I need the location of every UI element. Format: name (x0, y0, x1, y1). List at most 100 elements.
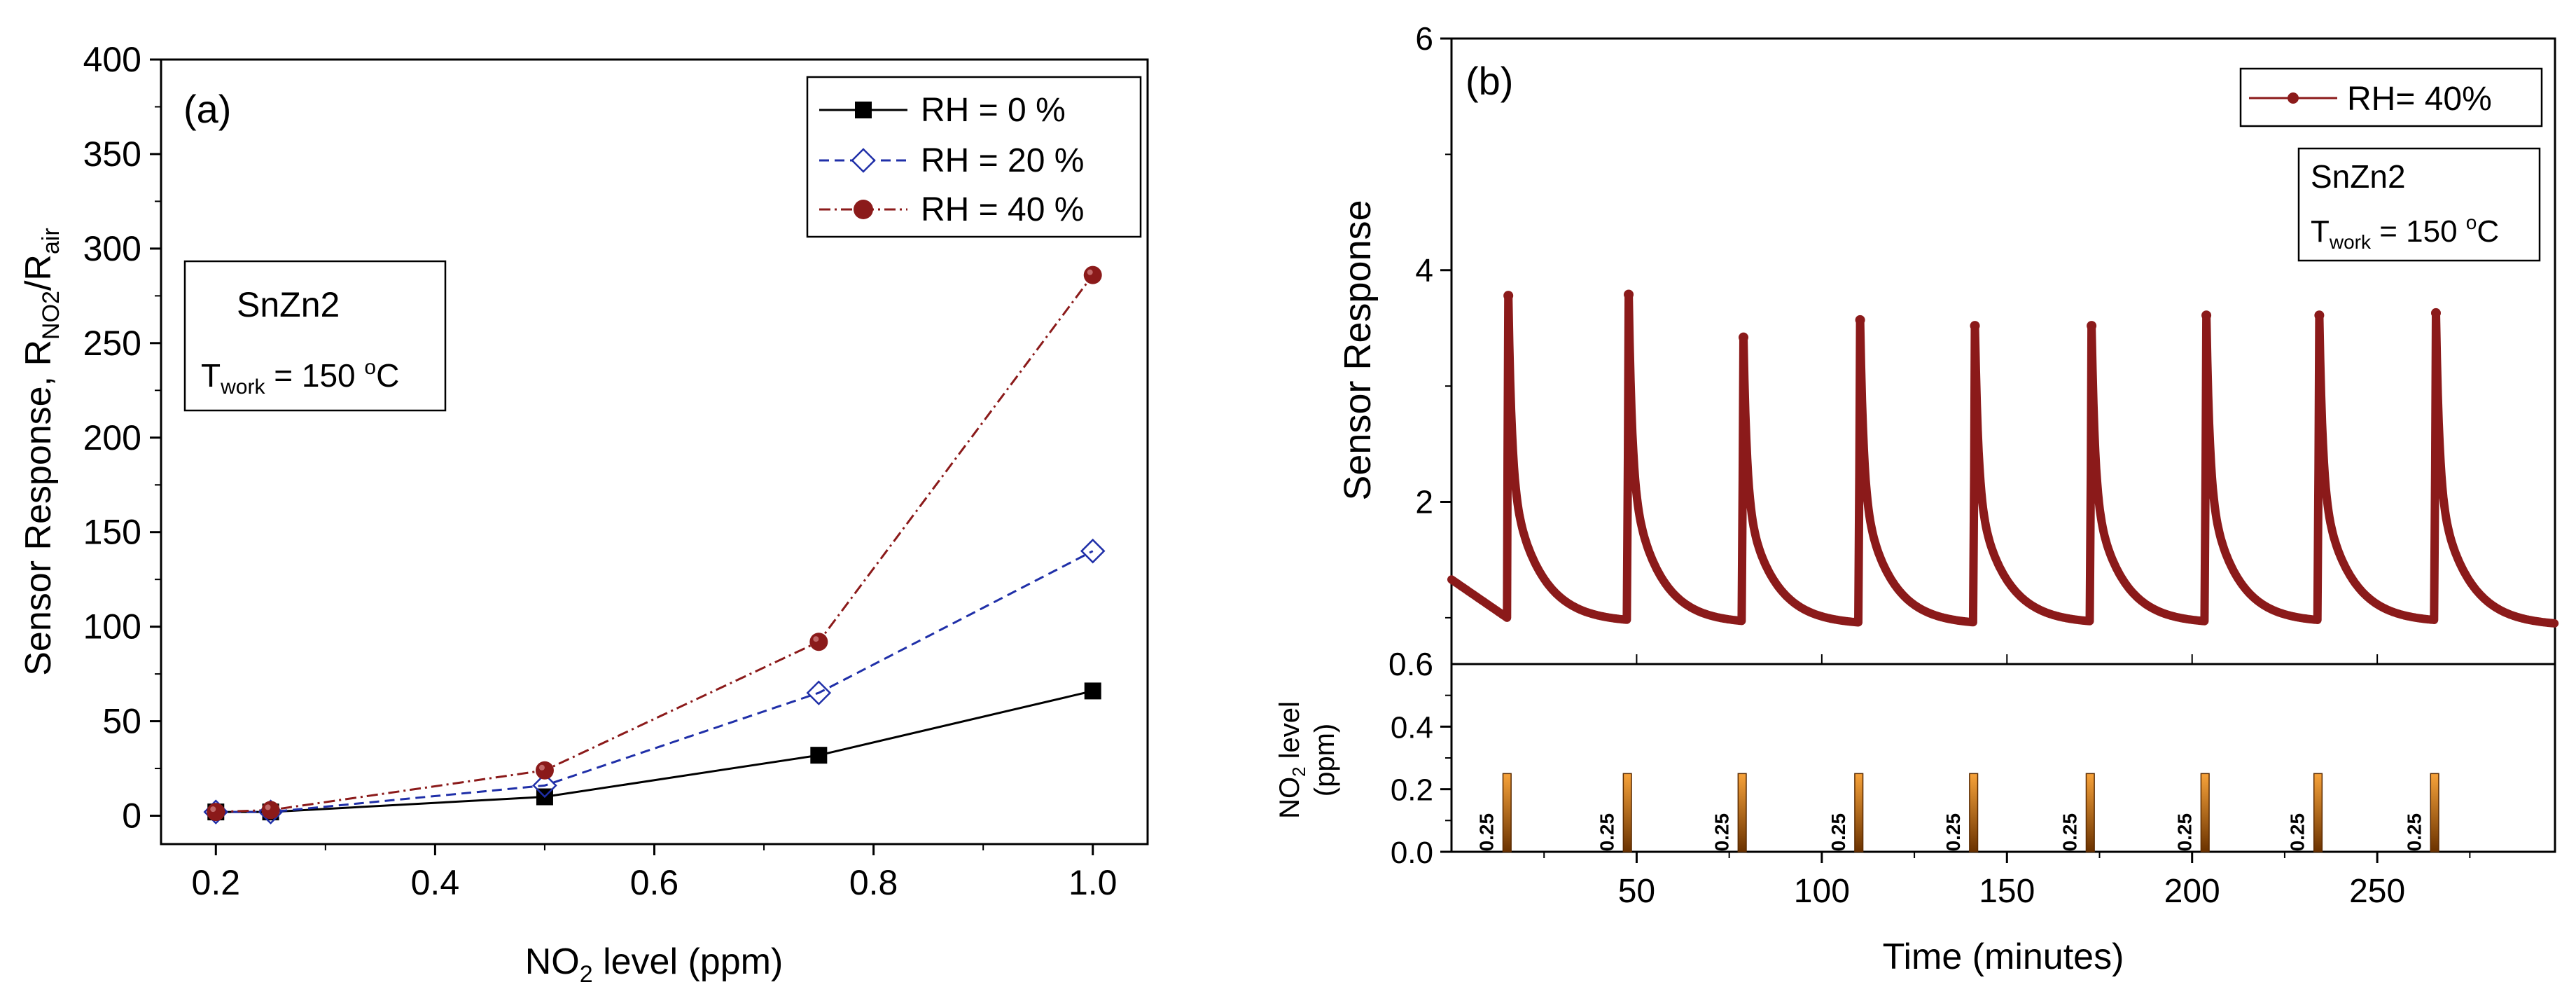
data-point-rh40 (809, 633, 828, 651)
panel-a-x-tick-label: 0.6 (630, 863, 679, 902)
panel-a-y-axis-title: Sensor Response, RNO2/Rair (18, 228, 64, 676)
legend-marker-rh20 (851, 148, 876, 173)
no2-pulse-bar-label: 0.25 (1711, 813, 1732, 852)
data-point-rh40 (535, 761, 554, 780)
legend-marker-rh40-b (2288, 92, 2299, 104)
panel-b-legend: RH= 40% (2239, 67, 2543, 127)
legend-entry-rh20: RH = 20 % (819, 142, 1084, 179)
data-point-rh40-highlight (210, 806, 216, 813)
legend-entry-rh0: RH = 0 % (819, 92, 1066, 129)
panel-b-lower-y-axis-title-line2: (ppm) (1309, 724, 1340, 796)
data-point-rh20 (806, 680, 832, 705)
data-point-rh40-highlight (538, 764, 545, 771)
data-point-rh0 (810, 747, 828, 764)
panel-a-x-tick-label: 0.4 (411, 863, 460, 902)
no2-pulse-bar-label: 0.25 (1596, 813, 1617, 852)
legend-label-rh20: RH = 20 % (921, 142, 1084, 179)
series-line-1 (216, 550, 1094, 813)
panel-b-lower-y-axis-title-line1: NO2 level (1274, 701, 1309, 819)
panel-a-x-tick-label: 0.8 (849, 863, 898, 902)
no2-pulse-bar (2430, 773, 2439, 852)
panel-a-y-tick-label: 200 (83, 418, 141, 457)
data-point-rh40 (207, 803, 225, 822)
data-point-rh40-highlight (265, 804, 271, 810)
panel-a-ticks: 0.2 0.4 0.6 0.8 1.0 0 50 100 150 200 250 300 350 400 (83, 40, 1118, 902)
no2-pulse-bar (2200, 773, 2210, 852)
sensor-response-peak-point (2201, 310, 2212, 321)
panel-a-x-tick-label: 1.0 (1068, 863, 1118, 902)
no2-pulse-bar-label: 0.25 (1827, 813, 1849, 852)
legend-label-rh0: RH = 0 % (921, 92, 1066, 129)
no2-pulse-bar (1969, 773, 1979, 852)
panel-b-x-tick-label: 250 (2349, 873, 2405, 910)
panel-b-no2-bars: 0.25 0.25 0.25 0.25 0.25 0.25 0.25 0.25 0.25 (1476, 773, 2439, 852)
panel-b-y-bottom-tick-label: 0.6 (1388, 646, 1433, 682)
sensor-response-peak-point (2087, 321, 2097, 331)
data-point-rh40-highlight (1087, 269, 1093, 275)
sensor-response-peak-point (1624, 289, 1634, 300)
panel-a-y-tick-label: 150 (83, 513, 141, 552)
no2-pulse-bar-label: 0.25 (1942, 813, 1964, 852)
panel-b-x-tick-label: 50 (1618, 873, 1655, 910)
panel-a: 0.2 0.4 0.6 0.8 1.0050100150200250300350400 … (18, 40, 1149, 988)
legend-entry-rh40: RH = 40 % (819, 191, 1084, 228)
data-point-rh40 (1083, 265, 1102, 284)
panel-b-x-tick-label: 150 (1979, 873, 2035, 910)
panel-b-y-axis-title: Sensor Response (1337, 200, 1379, 500)
panel-a-legend: RH = 0 % RH = 20 % RH = 40 % (806, 76, 1142, 238)
panel-b-label: (b) (1465, 59, 1513, 103)
legend-label-rh40-b: RH= 40% (2347, 81, 2492, 118)
sensor-response-peak-point (1503, 291, 1514, 301)
panel-a-y-tick-label: 350 (83, 134, 141, 174)
no2-pulse-bar-label: 0.25 (2059, 813, 2080, 852)
panel-b-lower-y-tick-label: 0.0 (1391, 836, 1433, 870)
panel-a-x-tick-label: 0.2 (192, 863, 241, 902)
series-line-0 (216, 689, 1094, 813)
no2-pulse-bar-label: 0.25 (2287, 813, 2309, 852)
panel-a-y-tick-label: 50 (102, 702, 141, 741)
no2-pulse-bar (2085, 773, 2095, 852)
legend-label-rh40: RH = 40 % (921, 191, 1084, 228)
no2-pulse-bar (1502, 773, 1512, 852)
no2-pulse-bar (1622, 773, 1632, 852)
no2-pulse-bar (1854, 773, 1864, 852)
sensor-response-peak-point (1855, 315, 1865, 325)
panel-b-annotation: SnZn2 Twork = 150 oC (2297, 147, 2541, 262)
legend-marker-rh0 (855, 102, 872, 118)
panel-a-y-tick-label: 400 (83, 40, 141, 79)
sensor-response-peak-point (1739, 332, 1749, 343)
panel-b-response-curve (1447, 289, 2559, 628)
panel-a-annotation: SnZn2 Twork = 150 oC (183, 260, 447, 412)
panel-a-label: (a) (183, 87, 231, 131)
panel-b-annotation-title: SnZn2 (2311, 158, 2406, 195)
panel-a-x-axis-title: NO2 level (ppm) (525, 941, 784, 988)
panel-a-annotation-box (183, 260, 447, 412)
panel-b-annotation-temp: Twork = 150 oC (2311, 212, 2499, 253)
data-point-rh20 (1080, 538, 1106, 564)
sensor-response-line (1447, 290, 2559, 628)
panel-a-y-tick-label: 0 (122, 796, 141, 836)
sensor-response-peak-point (2314, 310, 2325, 321)
panel-b-y-tick-label: 2 (1415, 483, 1433, 520)
panel-b-x-tick-label: 100 (1794, 873, 1850, 910)
panel-b-lower-y-tick-label: 0.4 (1391, 710, 1433, 745)
panel-a-y-tick-label: 100 (83, 607, 141, 647)
no2-pulse-bar-label: 0.25 (2403, 813, 2425, 852)
panel-b-lower-y-axis-title: NO2 level (ppm) (1274, 701, 1340, 819)
panel-b-y-tick-label: 4 (1415, 252, 1433, 289)
data-point-rh0 (1084, 682, 1101, 700)
legend-marker-rh40 (854, 200, 873, 219)
panel-b-y-tick-label: 6 (1415, 20, 1433, 57)
panel-a-y-tick-label: 300 (83, 229, 141, 268)
panel-b-lower-y-tick-label: 0.2 (1391, 773, 1433, 808)
no2-pulse-bar (2313, 773, 2323, 852)
panel-a-series-markers (203, 265, 1106, 824)
panel-b-ticks: 50 100 150 200 250 2 4 6 0.6 0.0 0.2 0.4 (1388, 20, 2471, 910)
panel-b-x-tick-label: 200 (2164, 873, 2220, 910)
no2-pulse-bar (1737, 773, 1747, 852)
no2-pulse-bar-label: 0.25 (1476, 813, 1498, 852)
data-point-rh40 (261, 801, 280, 820)
sensor-response-peak-point (2430, 308, 2441, 318)
data-point-rh20 (532, 773, 557, 799)
sensor-response-peak-point (1970, 321, 1980, 331)
